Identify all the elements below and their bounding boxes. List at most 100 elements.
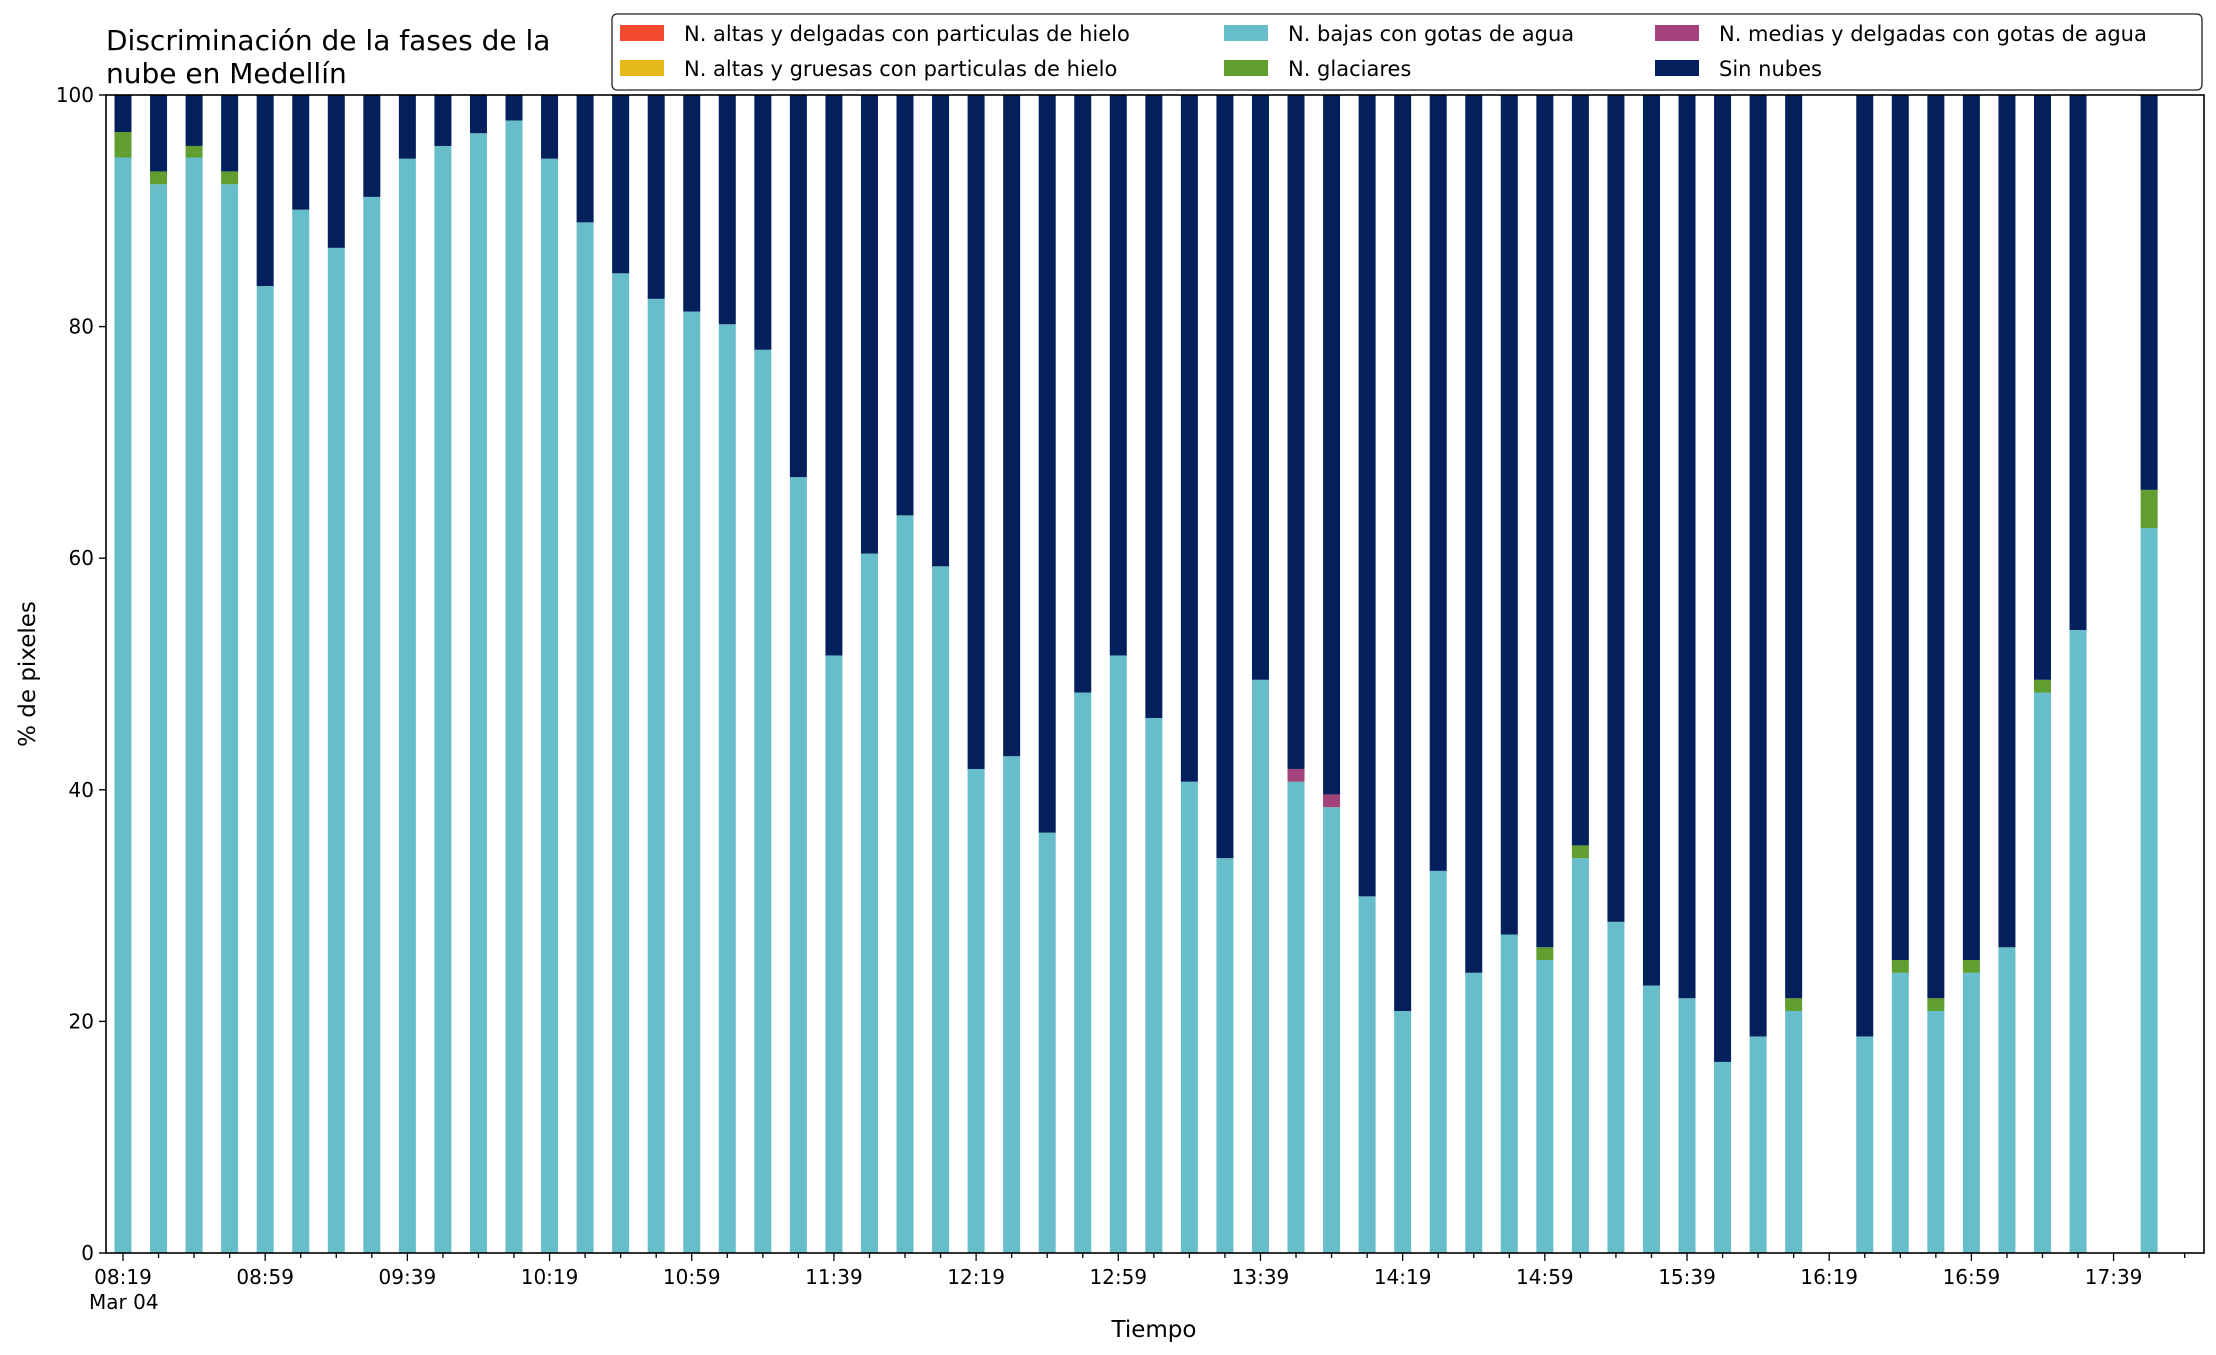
- bar-stack-1119: [754, 95, 772, 1253]
- bar-segment-bajas: [363, 196, 381, 1253]
- bar-segment-bajas: [612, 273, 630, 1254]
- bar-stack-1259: [1109, 95, 1127, 1253]
- bar-segment-sin-nubes: [505, 95, 523, 121]
- y-tick-label: 60: [69, 546, 94, 570]
- bar-segment-sin-nubes: [754, 95, 772, 350]
- legend-label: N. glaciares: [1288, 57, 1411, 81]
- legend-entry: N. bajas con gotas de agua: [1224, 22, 1574, 46]
- bar-stack-0819: [114, 95, 132, 1253]
- bar-segment-bajas: [327, 247, 345, 1254]
- bar-segment-bajas: [1962, 972, 1980, 1253]
- bar-segment-bajas: [1927, 1010, 1945, 1253]
- y-tick-label: 80: [69, 315, 94, 339]
- bar-stack-1529: [1642, 95, 1660, 1253]
- bar-stack-1519: [1607, 95, 1625, 1253]
- bar-segment-bajas: [292, 209, 310, 1253]
- bar-stack-1209: [932, 95, 950, 1253]
- bar-stack-1449: [1500, 95, 1518, 1253]
- bar-stack-0929: [363, 95, 381, 1253]
- bar-segment-bajas: [1145, 718, 1163, 1253]
- y-axis-label: % de pixeles: [15, 601, 41, 747]
- bar-segment-sin-nubes: [1962, 95, 1980, 961]
- bar-stack-1059: [683, 95, 701, 1253]
- bar-segment-glaciares: [114, 132, 132, 158]
- bar-segment-sin-nubes: [1749, 95, 1767, 1037]
- bar-stack-1029: [576, 95, 594, 1253]
- bar-stack-1709: [1998, 95, 2016, 1253]
- legend: N. altas y delgadas con particulas de hi…: [611, 13, 2203, 91]
- bar-segment-sin-nubes: [1607, 95, 1625, 922]
- x-tick-label: 16:19: [1800, 1265, 1858, 1289]
- bar-segment-bajas: [505, 120, 523, 1254]
- bar-stack-1239: [1038, 95, 1056, 1253]
- bar-segment-sin-nubes: [150, 95, 168, 172]
- bar-segment-sin-nubes: [114, 95, 132, 133]
- legend-label: N. medias y delgadas con gotas de agua: [1719, 22, 2147, 46]
- bar-segment-sin-nubes: [1927, 95, 1945, 999]
- bar-segment-sin-nubes: [256, 95, 274, 287]
- chart-title-line-2: nube en Medellín: [106, 57, 347, 90]
- legend-entry: N. altas y delgadas con particulas de hi…: [620, 22, 1130, 46]
- legend-label: N. altas y gruesas con particulas de hie…: [684, 57, 1117, 81]
- x-tick-label: 16:59: [1943, 1265, 2001, 1289]
- bar-segment-sin-nubes: [1180, 95, 1198, 782]
- bar-segment-bajas: [1074, 692, 1092, 1253]
- bar-segment-bajas: [683, 311, 701, 1253]
- bar-stack-1319: [1180, 95, 1198, 1253]
- x-tick-label: 14:19: [1374, 1265, 1432, 1289]
- legend-label: Sin nubes: [1719, 57, 1822, 81]
- bar-segment-sin-nubes: [541, 95, 559, 159]
- bar-stack-1159: [896, 95, 914, 1253]
- legend-frame: [611, 13, 2203, 91]
- bar-segment-bajas: [576, 222, 594, 1253]
- bar-segment-bajas: [1003, 756, 1021, 1253]
- bar-segment-glaciares: [1571, 845, 1589, 859]
- y-tick-label: 40: [69, 778, 94, 802]
- bar-segment-sin-nubes: [185, 95, 203, 146]
- bar-segment-bajas: [1500, 934, 1518, 1253]
- bar-segment-bajas: [1429, 870, 1447, 1253]
- bar-segment-bajas: [789, 477, 807, 1253]
- legend-entry: N. medias y delgadas con gotas de agua: [1655, 22, 2147, 46]
- bar-segment-bajas: [647, 298, 665, 1253]
- bar-stack-1609: [1785, 95, 1803, 1253]
- bar-segment-sin-nubes: [1536, 95, 1554, 948]
- bar-segment-glaciares: [2033, 679, 2051, 693]
- bar-segment-bajas: [1323, 807, 1341, 1253]
- bar-segment-sin-nubes: [221, 95, 239, 172]
- bar-segment-glaciares: [1891, 960, 1909, 973]
- bar-segment-sin-nubes: [434, 95, 452, 146]
- bar-stack-1229: [1003, 95, 1021, 1253]
- bar-segment-bajas: [1216, 858, 1234, 1253]
- bars-layer: [114, 95, 2158, 1254]
- legend-entry: N. glaciares: [1224, 57, 1411, 81]
- bar-segment-bajas: [754, 349, 772, 1253]
- bar-stack-1559: [1749, 95, 1767, 1253]
- legend-swatch: [1224, 25, 1268, 41]
- bar-segment-bajas: [1109, 655, 1127, 1253]
- bar-segment-sin-nubes: [1287, 95, 1305, 769]
- y-axis: 0 20 40 60 80 100: [56, 83, 106, 1265]
- bar-segment-sin-nubes: [1429, 95, 1447, 871]
- bar-stack-0829: [150, 95, 168, 1253]
- bar-stack-1659: [1962, 95, 1980, 1253]
- bar-segment-sin-nubes: [2069, 95, 2087, 630]
- bar-stack-1019: [541, 95, 559, 1254]
- bar-stack-0959: [469, 95, 487, 1254]
- bar-stack-1749: [2140, 95, 2158, 1253]
- bar-segment-bajas: [1571, 858, 1589, 1253]
- bar-segment-bajas: [1465, 972, 1483, 1253]
- chart-title: Discriminación de la fases de la nube en…: [106, 24, 550, 90]
- x-tick-label: 08:19: [94, 1265, 152, 1289]
- bar-segment-sin-nubes: [1678, 95, 1696, 999]
- bar-segment-bajas: [185, 157, 203, 1253]
- bar-segment-bajas: [1749, 1036, 1767, 1253]
- bar-segment-sin-nubes: [2033, 95, 2051, 680]
- bar-segment-sin-nubes: [789, 95, 807, 478]
- bar-segment-sin-nubes: [1998, 95, 2016, 948]
- bar-segment-bajas: [221, 184, 239, 1253]
- bar-stack-1359: [1323, 95, 1341, 1253]
- bar-stack-1149: [860, 95, 878, 1253]
- bar-segment-sin-nubes: [683, 95, 701, 312]
- x-tick-date-label: Mar 04: [89, 1290, 159, 1314]
